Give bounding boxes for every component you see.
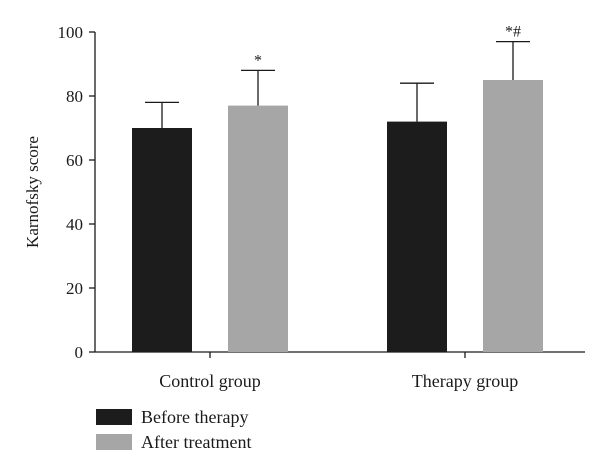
y-axis-label: Karnofsky score (23, 136, 42, 248)
x-axis: Control group Therapy group (95, 351, 585, 391)
y-tick-label: 20 (66, 279, 83, 298)
significance-marker: * (254, 52, 262, 69)
bar (387, 121, 447, 352)
bar (483, 80, 543, 352)
x-tick-label: Control group (159, 371, 261, 391)
legend: Before therapy After treatment (96, 407, 251, 452)
error-bars (145, 40, 530, 128)
bar (228, 105, 288, 352)
legend-swatch (96, 434, 132, 450)
y-tick-label: 60 (66, 151, 83, 170)
y-tick-label: 100 (58, 23, 84, 42)
y-tick-label: 0 (75, 343, 84, 362)
significance-markers: * *# (254, 24, 521, 70)
significance-marker: *# (505, 24, 521, 41)
x-tick-label: Therapy group (412, 371, 518, 391)
y-axis: 0 20 40 60 80 100 (58, 23, 96, 362)
bar (132, 128, 192, 352)
legend-label: Before therapy (141, 407, 248, 427)
legend-label: After treatment (141, 432, 251, 452)
legend-swatch (96, 409, 132, 425)
bars (132, 80, 543, 352)
y-tick-label: 80 (66, 87, 83, 106)
y-tick-label: 40 (66, 215, 83, 234)
